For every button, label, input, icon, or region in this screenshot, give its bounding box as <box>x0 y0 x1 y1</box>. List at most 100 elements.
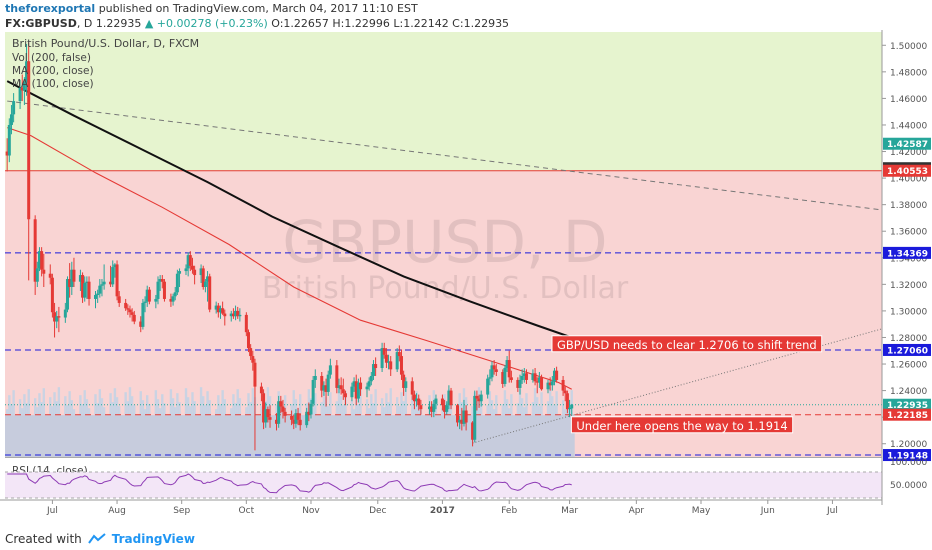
candle-body <box>501 372 505 384</box>
volume-bar <box>531 402 535 416</box>
trendline <box>7 100 883 211</box>
candle-body <box>141 302 145 327</box>
candle-body <box>309 403 313 415</box>
volume-bar <box>111 402 114 416</box>
volume-bar <box>314 393 317 416</box>
volume-bar <box>251 388 255 416</box>
candle-body <box>251 356 255 363</box>
volume-bar <box>21 408 24 416</box>
candle-body <box>350 386 354 398</box>
volume-band <box>5 415 575 457</box>
candle-body <box>503 368 507 384</box>
candle-body <box>277 401 281 424</box>
volume-bar <box>102 407 106 416</box>
volume-bar <box>245 407 248 416</box>
tradingview-brand[interactable]: TradingView <box>111 532 195 546</box>
volume-bar <box>236 389 239 416</box>
candle-body <box>37 251 41 269</box>
volume-bar <box>55 401 58 416</box>
candle-body <box>35 268 39 282</box>
candle-body <box>537 377 541 383</box>
x-tick-label: Mar <box>561 506 578 516</box>
volume-bar <box>570 390 573 416</box>
candle-body <box>395 352 399 370</box>
candle-body <box>85 281 89 284</box>
candle-body <box>432 403 436 412</box>
volume-bar <box>299 394 302 416</box>
rsi-tick-label: 50.0000 <box>890 481 927 491</box>
legend-title: British Pound/U.S. Dollar, D, FXCM <box>12 37 199 50</box>
published-text: published on TradingView.com, March 04, … <box>98 2 418 15</box>
candle-body <box>305 411 309 426</box>
candle-body <box>132 314 136 322</box>
volume-bar <box>503 390 507 416</box>
volume-bar <box>206 391 209 416</box>
volume-bar <box>501 404 504 416</box>
candle-body <box>9 114 13 125</box>
candle-body <box>154 298 158 302</box>
level-price-tag <box>883 343 931 356</box>
candle-body <box>221 308 225 314</box>
candle-body <box>68 279 72 287</box>
candle-body <box>111 267 115 285</box>
volume-bar <box>154 390 158 416</box>
volume-bar <box>389 388 392 416</box>
volume-bar <box>404 387 407 416</box>
candle-body <box>218 308 222 313</box>
candle-body <box>335 365 339 388</box>
volume-bar <box>113 388 117 416</box>
volume-bar <box>327 406 330 416</box>
y-tick-label: 1.26000 <box>890 361 927 371</box>
candle-body <box>365 386 369 390</box>
ma100-line <box>7 127 572 390</box>
candle-body <box>20 87 24 91</box>
volume-bar <box>64 396 67 416</box>
volume-bar <box>525 393 528 416</box>
volume-bar <box>5 409 9 416</box>
volume-bar <box>171 398 175 416</box>
volume-bar <box>25 403 28 416</box>
price-chart[interactable]: GBPUSD, D British Pound/U.S. Dollar GBP/… <box>0 30 932 525</box>
volume-bar <box>335 401 339 416</box>
volume-bar <box>130 396 134 416</box>
candle-body <box>162 281 166 299</box>
volume-bar <box>193 401 196 416</box>
candles <box>5 42 574 451</box>
candle-body <box>371 364 375 376</box>
level-price-tag <box>883 246 931 259</box>
y-tick-label: 1.30000 <box>890 307 927 317</box>
x-tick-label: Jul <box>826 506 838 516</box>
candle-body <box>249 348 253 357</box>
candle-body <box>236 310 240 317</box>
author-link[interactable]: theforexportal <box>5 2 96 15</box>
candle-body <box>389 361 393 370</box>
candle-body <box>445 405 449 412</box>
y-tick-label: 1.42000 <box>890 148 927 158</box>
volume-bar <box>178 402 181 416</box>
candle-body <box>50 277 54 313</box>
candle-body <box>555 370 559 380</box>
candle-body <box>70 269 74 287</box>
candle-body <box>266 409 270 418</box>
candle-body <box>201 268 205 287</box>
candle-body <box>143 301 147 303</box>
candle-body <box>568 407 572 410</box>
volume-bar <box>184 388 188 416</box>
candle-body <box>22 82 26 91</box>
level-price-label: 1.22185 <box>887 411 928 421</box>
candle-body <box>509 377 513 380</box>
volume-bar <box>505 399 509 416</box>
volume-bar <box>564 409 567 416</box>
candle-body <box>173 292 177 297</box>
candle-body <box>430 406 434 412</box>
volume-bar <box>202 396 205 416</box>
candle-body <box>130 312 134 315</box>
candle-body <box>337 385 341 388</box>
candle-body <box>98 285 102 294</box>
volume-bar <box>320 402 323 416</box>
candle-body <box>117 296 121 303</box>
volume-bar <box>411 396 414 416</box>
candle-body <box>447 390 451 406</box>
volume-bar <box>380 398 384 416</box>
volume-bar <box>508 408 511 416</box>
